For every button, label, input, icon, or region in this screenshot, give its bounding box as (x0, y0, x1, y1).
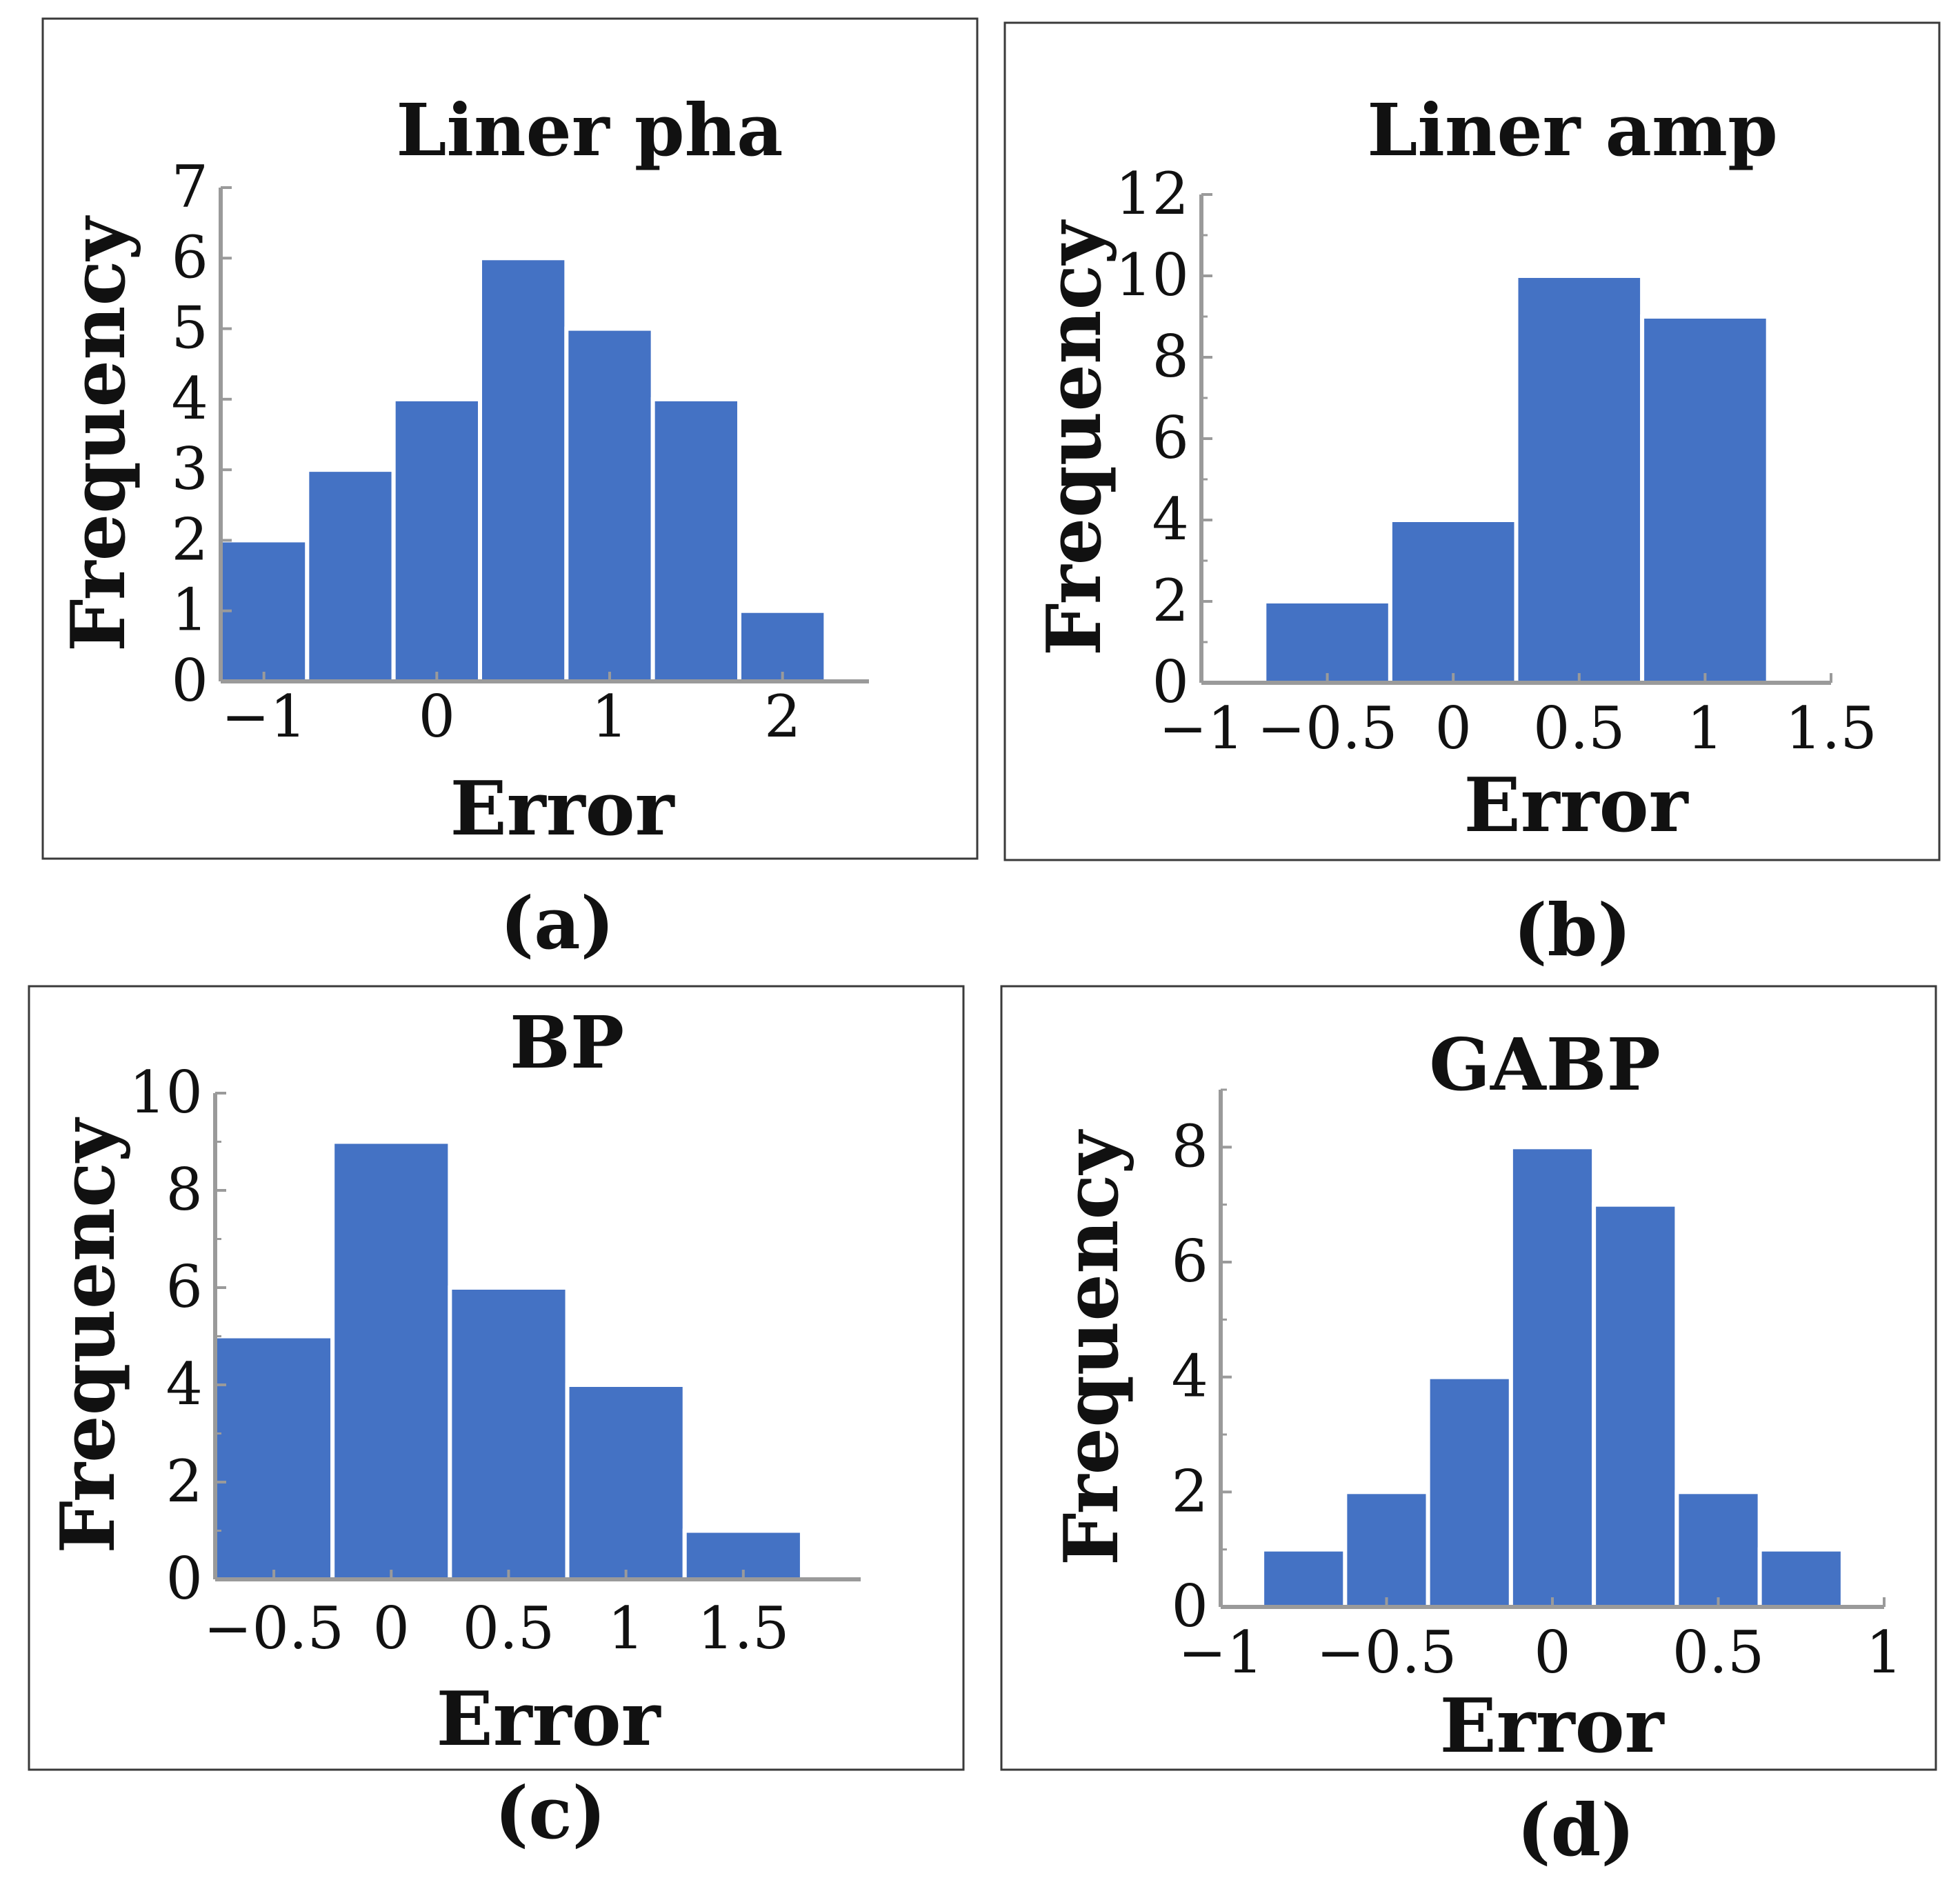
histogram-bar (1592, 1202, 1679, 1609)
x-axis-title: Error (1439, 1683, 1665, 1770)
y-tick-label: 10 (129, 1059, 203, 1126)
chart-title: GABP (1429, 1022, 1661, 1107)
histogram-bar (448, 1286, 570, 1581)
y-tick-label: 1 (172, 577, 208, 644)
x-tick-label: −1 (1159, 694, 1244, 762)
y-tick-label: 0 (1152, 648, 1189, 716)
histogram-bar (1757, 1547, 1845, 1610)
y-tick-label: 5 (172, 294, 208, 362)
panel-caption: (c) (494, 1770, 606, 1855)
histogram-bar (1640, 314, 1770, 685)
histogram-bar (650, 397, 742, 683)
y-tick-label: 10 (1115, 241, 1189, 309)
y-tick-label: 2 (1152, 567, 1189, 634)
y-tick-label: 6 (1152, 404, 1189, 472)
y-axis-title: Frequency (55, 215, 142, 652)
y-tick-label: 4 (1172, 1343, 1208, 1410)
x-tick-label: 0 (1534, 1619, 1570, 1686)
x-tick-label: −1 (221, 683, 307, 750)
histogram-bar (564, 326, 655, 683)
chart-title: BP (510, 1000, 624, 1085)
x-tick-label: 1.5 (697, 1595, 790, 1662)
y-tick-label: 3 (172, 435, 208, 503)
y-tick-label: 6 (172, 223, 208, 291)
histogram-bar (219, 538, 310, 684)
x-tick-label: 0.5 (463, 1595, 555, 1662)
x-tick-label: 1 (1687, 694, 1723, 762)
panel-caption: (d) (1517, 1788, 1634, 1872)
x-tick-label: −0.5 (203, 1595, 344, 1662)
histogram-bar (1514, 274, 1645, 685)
y-tick-label: 7 (172, 153, 208, 221)
y-tick-label: 4 (166, 1350, 203, 1418)
x-tick-label: 2 (764, 683, 801, 750)
y-axis-title: Frequency (1048, 1129, 1135, 1566)
histogram-bar (330, 1139, 452, 1581)
x-axis-title: Error (1463, 762, 1689, 849)
x-axis-title: Error (450, 766, 675, 852)
x-tick-label: −0.5 (1257, 694, 1398, 762)
y-tick-label: 6 (1172, 1228, 1208, 1295)
y-tick-label: 2 (1172, 1457, 1208, 1525)
histogram-bar (1260, 1547, 1348, 1610)
panel-caption: (b) (1513, 888, 1631, 972)
y-tick-label: 8 (166, 1156, 203, 1223)
x-tick-label: 0 (419, 683, 455, 750)
y-tick-label: 4 (1152, 486, 1189, 553)
x-tick-label: 1 (591, 683, 628, 750)
y-tick-label: 0 (1172, 1572, 1208, 1640)
x-tick-label: 0.5 (1533, 694, 1626, 762)
histogram-bar (1674, 1490, 1762, 1609)
histogram-bar (1508, 1145, 1597, 1610)
panel-frame (1003, 21, 1941, 861)
chart-title: Liner amp (1367, 88, 1778, 172)
chart-panel-2: 0 2 4 6 8 10 12 −1 −0.5 0 0.5 1 1.5 Liner amp Error Fre… (1003, 21, 1941, 861)
y-tick-label: 12 (1115, 160, 1189, 228)
histogram-bar (305, 468, 396, 684)
y-tick-label: 2 (166, 1448, 203, 1515)
histogram-bar (1426, 1375, 1513, 1609)
histogram-bar (213, 1334, 335, 1581)
histogram-bar (391, 397, 483, 683)
x-tick-label: 0 (1434, 694, 1471, 762)
x-tick-label: 0.5 (1672, 1619, 1765, 1686)
panel-caption: (a) (500, 881, 614, 966)
y-axis-title: Frequency (1031, 219, 1118, 656)
x-tick-label: 1 (1866, 1619, 1902, 1686)
y-tick-label: 2 (172, 506, 208, 573)
x-tick-label: 1 (608, 1595, 644, 1662)
y-tick-label: 6 (166, 1253, 203, 1321)
chart-panel-4: 0 2 4 6 8 −1 −0.5 0 0.5 1 GABP Error Frequency (1000, 985, 1937, 1771)
y-tick-label: 4 (172, 365, 208, 432)
y-tick-label: 8 (1152, 323, 1189, 390)
x-axis-title: Error (436, 1676, 661, 1763)
histogram-bar (478, 256, 569, 683)
x-tick-label: −0.5 (1317, 1619, 1457, 1686)
x-tick-label: 1.5 (1785, 694, 1877, 762)
x-tick-label: 0 (373, 1595, 410, 1662)
histogram-bar (1262, 599, 1392, 685)
x-tick-label: −1 (1178, 1619, 1263, 1686)
histogram-bar (1343, 1490, 1430, 1609)
y-axis-title: Frequency (45, 1117, 132, 1553)
histogram-bar (737, 608, 828, 684)
histogram-bar (565, 1383, 687, 1581)
y-tick-label: 0 (172, 647, 208, 714)
histogram-bar (1388, 518, 1519, 685)
y-tick-label: 0 (166, 1545, 203, 1612)
y-tick-label: 8 (1172, 1112, 1208, 1180)
chart-title: Liner pha (396, 88, 783, 172)
